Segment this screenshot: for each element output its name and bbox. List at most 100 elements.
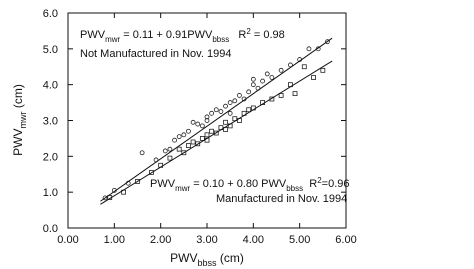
fit-equation-part: R — [303, 178, 317, 190]
x-tick-label: 1.00 — [104, 234, 125, 246]
axis-label-unit: (cm) — [217, 251, 244, 265]
axis-label-sub: bbss — [198, 258, 218, 268]
fit-equation-part: + — [224, 178, 237, 190]
axis-label-text: PWV — [170, 251, 197, 265]
fit-equation-part: PWV — [150, 178, 176, 190]
point — [181, 132, 187, 138]
axis-label: PWVbbss (cm) — [170, 251, 244, 268]
fit-equation-part: = — [190, 178, 203, 190]
fit-equation-part: = — [120, 29, 133, 41]
y-tick-label: 3.0 — [43, 116, 58, 128]
point — [190, 139, 196, 145]
point — [223, 119, 228, 125]
point — [325, 39, 330, 45]
fit-equation-part: PWV — [187, 29, 213, 41]
fit-equation-part: PWV — [258, 178, 287, 190]
point — [176, 134, 182, 140]
point — [186, 128, 191, 134]
fit-equation-part: 0.11 — [133, 29, 154, 41]
y-tick-label: 1.0 — [43, 187, 58, 199]
point — [190, 119, 196, 125]
fit-equation-part: 0.80 — [237, 178, 258, 190]
fit-equation-part: mwr — [105, 35, 120, 44]
fit-equation-part: mwr — [175, 184, 190, 193]
point — [311, 75, 316, 80]
point — [278, 93, 284, 98]
fit-equation-part: 0.91 — [166, 29, 187, 41]
axis-label-unit: (cm) — [11, 84, 25, 111]
point — [172, 137, 177, 143]
point — [204, 118, 210, 123]
point — [264, 71, 270, 77]
point — [162, 148, 168, 154]
point — [199, 136, 205, 141]
point — [176, 146, 182, 152]
point — [204, 114, 210, 120]
point — [213, 130, 219, 136]
fit-equation-part: 0.96 — [328, 178, 349, 190]
point — [227, 100, 233, 105]
x-tick-label: 2.00 — [150, 234, 171, 246]
point — [148, 170, 154, 175]
point — [135, 179, 140, 184]
point — [195, 121, 201, 127]
point — [213, 107, 219, 113]
fit-equation-part: + — [153, 29, 166, 41]
point — [246, 107, 252, 113]
point — [237, 93, 242, 98]
point — [260, 78, 266, 84]
point — [250, 76, 256, 82]
y-tick-label: 5.0 — [43, 44, 58, 56]
fit-equation-part: R — [229, 29, 246, 41]
point — [102, 195, 108, 201]
point — [269, 75, 275, 80]
x-tick-label: 6.00 — [335, 234, 356, 246]
point — [278, 67, 284, 73]
fit-equation: PWVmwr = 0.10 + 0.80 PWVbbss R2=0.96 — [150, 176, 350, 193]
point — [246, 89, 252, 95]
fit-equation-part: = — [251, 29, 264, 41]
point — [292, 91, 298, 97]
point — [209, 128, 215, 134]
fit-equation-part: = — [322, 178, 328, 190]
x-tick-label: 3.00 — [196, 234, 217, 246]
fit-equation-part: 2 — [317, 176, 322, 185]
fit-equation-part: PWV — [80, 29, 106, 41]
fit-note: Not Manufactured in Nov. 1994 — [80, 48, 231, 60]
point — [204, 132, 210, 138]
point — [320, 67, 326, 73]
point — [223, 103, 228, 109]
point — [199, 123, 205, 129]
fit-line — [100, 37, 333, 202]
fit-note: Manufactured in Nov. 1994 — [216, 193, 347, 205]
fit-equation-part: 2 — [246, 27, 251, 36]
fit-equation-part: bbss — [286, 184, 303, 193]
point — [306, 46, 312, 52]
y-tick-label: 6.0 — [43, 8, 58, 20]
y-tick-label: 4.0 — [43, 80, 58, 92]
fit-equation-part: bbss — [212, 35, 229, 44]
fit-equation: PWVmwr = 0.11 + 0.91PWVbbss R2 = 0.98 — [80, 27, 285, 44]
axis-label-sub: mwr — [18, 111, 28, 128]
point — [167, 155, 173, 161]
axis-label-text: PWV — [11, 128, 25, 155]
y-tick-label: 0.0 — [43, 223, 58, 235]
y-tick-label: 2.0 — [43, 151, 58, 163]
point — [250, 82, 256, 88]
point — [209, 110, 215, 116]
point — [232, 98, 238, 104]
fit-equation-part: 0.98 — [263, 29, 284, 41]
point — [227, 110, 233, 116]
point — [181, 150, 187, 156]
point — [218, 109, 224, 114]
point — [167, 146, 173, 152]
fit-equation-part: 0.10 — [203, 178, 224, 190]
fit-line — [100, 60, 333, 205]
x-tick-label: 5.00 — [289, 234, 310, 246]
x-tick-label: 4.00 — [243, 234, 264, 246]
point — [139, 150, 145, 156]
point — [186, 143, 191, 148]
x-tick-label: 0.00 — [57, 234, 78, 246]
axis-label: PWVmwr (cm) — [11, 84, 28, 156]
